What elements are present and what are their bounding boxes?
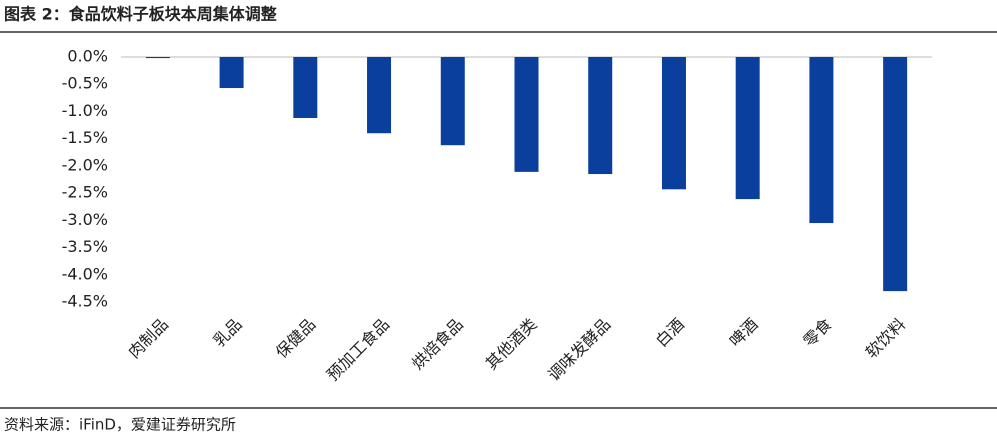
bar (809, 57, 834, 224)
bar (514, 57, 539, 172)
y-tick-label: -2.0% (62, 155, 108, 174)
bar (883, 57, 908, 292)
x-tick-label: 预加工食品 (323, 315, 393, 385)
x-tick-label: 其他酒类 (482, 315, 541, 374)
bar (735, 57, 760, 200)
y-tick-label: -4.0% (62, 264, 108, 283)
x-tick-label: 白酒 (652, 315, 688, 351)
x-tick-label: 零食 (799, 315, 835, 351)
y-tick-label: -1.0% (62, 101, 108, 120)
bar (367, 57, 392, 134)
x-tick-label: 保健品 (272, 315, 319, 362)
bar (293, 57, 318, 118)
x-tick-label: 烘焙食品 (408, 315, 467, 374)
x-tick-label: 软饮料 (862, 315, 909, 362)
x-tick-label: 肉制品 (124, 315, 171, 362)
bar (440, 57, 465, 146)
y-tick-label: -2.5% (62, 183, 108, 202)
bar (145, 57, 170, 59)
bar (588, 57, 613, 175)
y-tick-label: -0.5% (62, 74, 108, 93)
y-tick-label: -3.5% (62, 237, 108, 256)
bar (661, 57, 686, 190)
x-tick-label: 啤酒 (726, 315, 762, 351)
bar (219, 57, 244, 89)
x-tick-label: 乳品 (210, 315, 246, 351)
x-tick-label: 调味发酵品 (544, 315, 614, 385)
chart-title: 图表 2：食品饮料子板块本周集体调整 (4, 5, 277, 24)
y-tick-label: -4.5% (62, 292, 108, 311)
y-tick-label: 0.0% (67, 47, 108, 66)
y-tick-label: -1.5% (62, 128, 108, 147)
y-tick-label: -3.0% (62, 210, 108, 229)
source-note: 资料来源：iFinD，爱建证券研究所 (4, 416, 236, 434)
